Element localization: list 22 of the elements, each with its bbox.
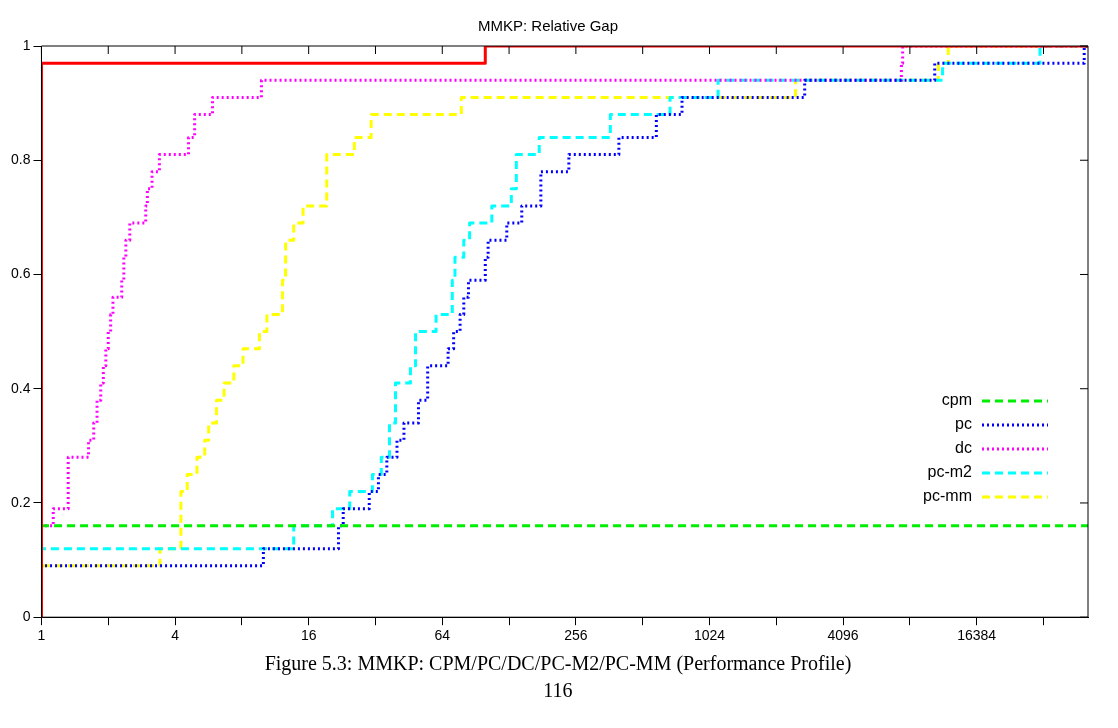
x-tick-label: 4 [171, 627, 180, 644]
legend-label: pc-mm [923, 487, 972, 505]
legend-label: pc [955, 415, 972, 433]
legend-label: dc [955, 439, 972, 457]
y-tick-label: 0.2 [10, 493, 31, 510]
chart-title: MMKP: Relative Gap [477, 17, 619, 35]
y-tick-label: 0.4 [10, 379, 31, 396]
x-tick-label: 1 [37, 627, 46, 644]
legend-label: pc-m2 [927, 463, 973, 481]
text: 116 [542, 679, 574, 702]
y-tick-label: 1 [22, 36, 31, 53]
legend-label: cpm [941, 391, 972, 409]
y-tick-label: 0.8 [10, 151, 31, 168]
y-tick-label: 0 [22, 608, 31, 625]
x-tick-label: 16384 [957, 627, 997, 644]
x-tick-label: 64 [434, 627, 451, 644]
x-tick-label: 4096 [827, 627, 859, 644]
x-tick-label: 256 [564, 627, 588, 644]
x-tick-label: 1024 [693, 627, 726, 644]
caption: Figure 5.3: MMKP: CPM/PC/DC/PC-M2/PC-MM (Performance Profile) [263, 652, 853, 675]
y-tick-label: 0.6 [10, 265, 31, 282]
x-tick-label: 16 [300, 627, 317, 644]
